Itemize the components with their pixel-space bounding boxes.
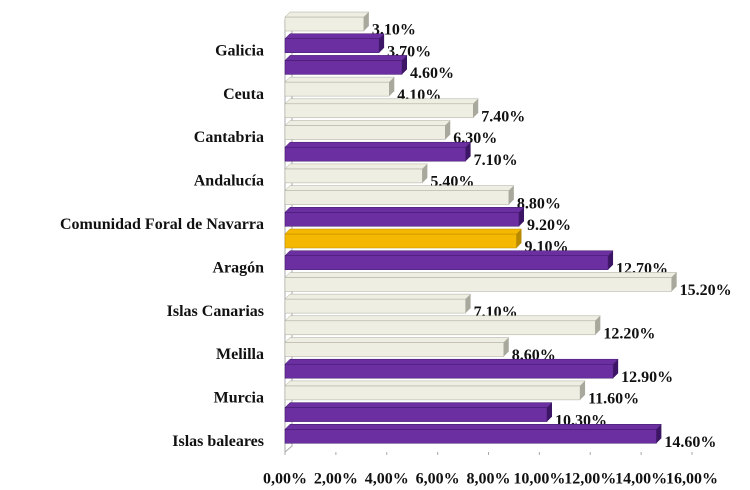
y-tick-label: Ceuta [223,86,264,103]
bar-top [284,185,515,191]
bar [284,168,423,184]
value-label: 15.20% [680,282,732,299]
value-label: 8.80% [517,195,561,212]
bar-side [402,55,408,75]
bar-top [284,98,479,105]
bar-top [284,424,662,430]
bar [284,146,466,162]
value-label: 4.60% [410,65,454,82]
bar-top [284,120,451,126]
bar [284,190,510,205]
bar-side [503,337,509,357]
bar [284,363,614,379]
bar-top [284,272,678,278]
bar-top [284,250,614,256]
bar-side [379,33,385,53]
bar [284,125,446,140]
bar-top [284,11,370,18]
bar-top [284,358,619,365]
y-tick-label: Murcia [214,390,264,407]
bar-side [671,272,677,292]
bar [284,38,380,53]
bar-top [284,380,586,387]
y-tick-label: Islas Canarias [167,303,264,320]
bar-top [284,76,395,83]
bar [284,429,657,444]
bar-side [445,120,451,140]
value-label: 12.20% [603,325,655,342]
y-tick-label: Comunidad Foral de Navarra [60,216,264,233]
bar-top [284,163,428,170]
value-label: 9.20% [527,217,571,234]
bar-top [284,337,510,343]
bar-top [284,315,601,322]
bar-side [363,12,369,31]
x-tick-label: 16,00% [666,471,718,488]
bar-top [284,293,472,300]
x-tick-label: 12,00% [564,471,616,488]
value-label: 14.60% [664,434,716,451]
bar-side [608,250,614,270]
bar [284,233,517,249]
bar-side [656,424,662,444]
bar [284,385,581,401]
x-tick-label: 6,00% [416,471,460,488]
bar [284,60,403,75]
value-label: 7.10% [474,152,518,169]
x-tick-label: 10,00% [513,471,565,488]
x-tick-label: 2,00% [314,471,358,488]
bar [284,342,505,357]
x-tick-label: 8,00% [467,471,511,488]
bar [284,255,609,270]
bar [284,103,474,119]
y-tick-label: Melilla [216,346,264,363]
bar-side [508,185,514,205]
bar-top [284,33,385,39]
bar-side [422,163,428,183]
bar-side [389,77,395,97]
bar-top [284,207,525,213]
value-label: 7.40% [481,108,525,125]
bar [284,407,548,422]
bar [284,298,466,314]
y-tick-label: Andalucía [194,173,264,190]
bar-side [473,98,479,118]
bar-top [284,402,553,408]
bar-side [519,207,525,227]
bar-top [284,228,523,235]
bar-side [465,142,471,162]
bar [284,81,390,97]
x-tick-label: 4,00% [365,471,409,488]
bar-side [580,380,586,400]
y-tick-label: Islas baleares [172,433,264,450]
bar-top [284,55,408,61]
bar [284,320,596,336]
x-tick-label: 14,00% [615,471,667,488]
bar-side [516,229,522,248]
bar-top [284,141,472,148]
bar-side [547,402,553,422]
bar-side [613,359,619,379]
bar [284,212,520,227]
value-label: 12.90% [621,369,673,386]
bar-side [595,315,601,335]
y-tick-label: Galicia [215,42,264,59]
value-label: 11.60% [588,391,639,408]
y-tick-label: Cantabria [194,129,264,146]
bar [284,16,365,32]
bar-side [465,294,471,314]
bar [284,277,672,292]
y-tick-label: Aragón [212,259,264,276]
x-tick-label: 0,00% [263,471,307,488]
